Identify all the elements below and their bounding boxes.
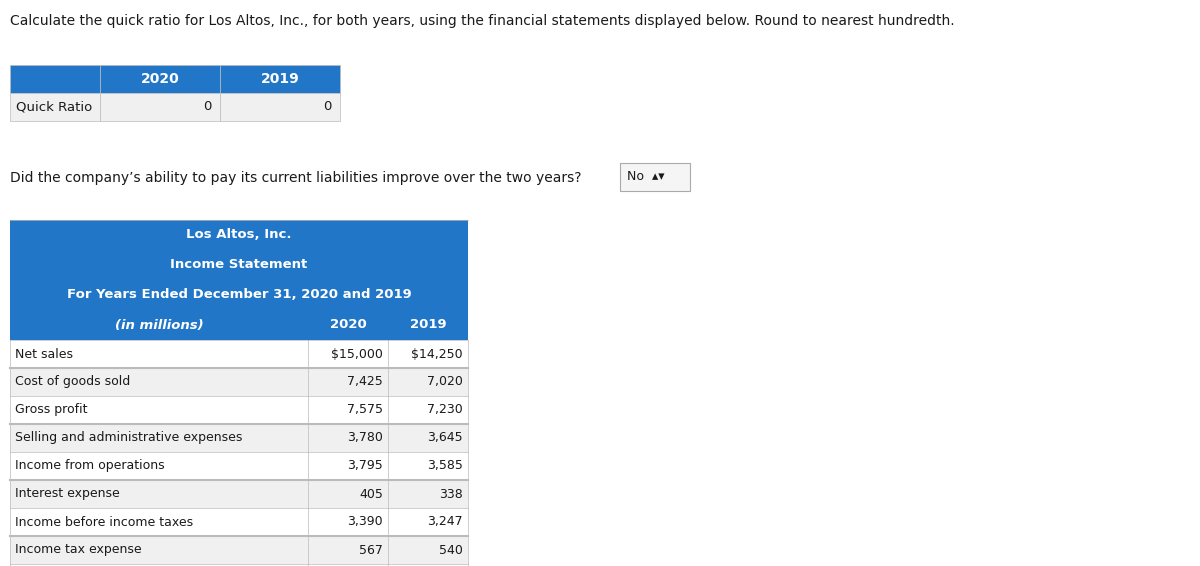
Text: 567: 567 [359,543,383,556]
Bar [100,93,220,121]
Bar [10,508,468,536]
Text: 3,390: 3,390 [347,516,383,529]
Text: 338: 338 [439,487,463,500]
Text: $14,250: $14,250 [412,348,463,361]
Text: 2020: 2020 [330,319,366,332]
Text: Interest expense: Interest expense [14,487,120,500]
Bar [10,220,468,250]
Text: Income from operations: Income from operations [14,460,164,473]
Text: Cost of goods sold: Cost of goods sold [14,375,131,388]
Text: 0: 0 [324,101,332,114]
Bar [10,340,468,368]
Text: 7,575: 7,575 [347,404,383,417]
Text: 2020: 2020 [140,72,179,86]
Text: Calculate the quick ratio for Los Altos, Inc., for both years, using the financi: Calculate the quick ratio for Los Altos,… [10,14,955,28]
Bar [220,65,340,93]
Bar [10,424,468,452]
Text: 2019: 2019 [409,319,446,332]
Text: For Years Ended December 31, 2020 and 2019: For Years Ended December 31, 2020 and 20… [67,289,412,302]
Bar [10,480,468,508]
Bar [100,65,220,93]
Text: 540: 540 [439,543,463,556]
Text: 7,020: 7,020 [427,375,463,388]
Bar [10,93,100,121]
Text: No  ▴▾: No ▴▾ [628,170,665,183]
Bar [10,564,468,566]
Text: (in millions): (in millions) [115,319,203,332]
Bar [10,310,468,340]
Bar [10,452,468,480]
Text: Income before income taxes: Income before income taxes [14,516,193,529]
Text: Income tax expense: Income tax expense [14,543,142,556]
Text: 405: 405 [359,487,383,500]
Bar [10,368,468,396]
Bar [10,280,468,310]
Text: Gross profit: Gross profit [14,404,88,417]
Bar [620,163,690,191]
Text: 3,795: 3,795 [347,460,383,473]
Text: 7,425: 7,425 [347,375,383,388]
Bar [10,536,468,564]
Text: 3,780: 3,780 [347,431,383,444]
Bar [10,250,468,280]
Text: 7,230: 7,230 [427,404,463,417]
Text: Did the company’s ability to pay its current liabilities improve over the two ye: Did the company’s ability to pay its cur… [10,171,582,185]
Text: 3,645: 3,645 [427,431,463,444]
Text: Quick Ratio: Quick Ratio [16,101,92,114]
Text: 3,247: 3,247 [427,516,463,529]
Bar [220,93,340,121]
Text: 0: 0 [204,101,212,114]
Text: Net sales: Net sales [14,348,73,361]
Text: $15,000: $15,000 [331,348,383,361]
Text: 2019: 2019 [260,72,299,86]
Text: Los Altos, Inc.: Los Altos, Inc. [186,229,292,242]
Text: Income Statement: Income Statement [170,259,307,272]
Bar [10,396,468,424]
Bar [10,65,100,93]
Text: 3,585: 3,585 [427,460,463,473]
Text: Selling and administrative expenses: Selling and administrative expenses [14,431,242,444]
